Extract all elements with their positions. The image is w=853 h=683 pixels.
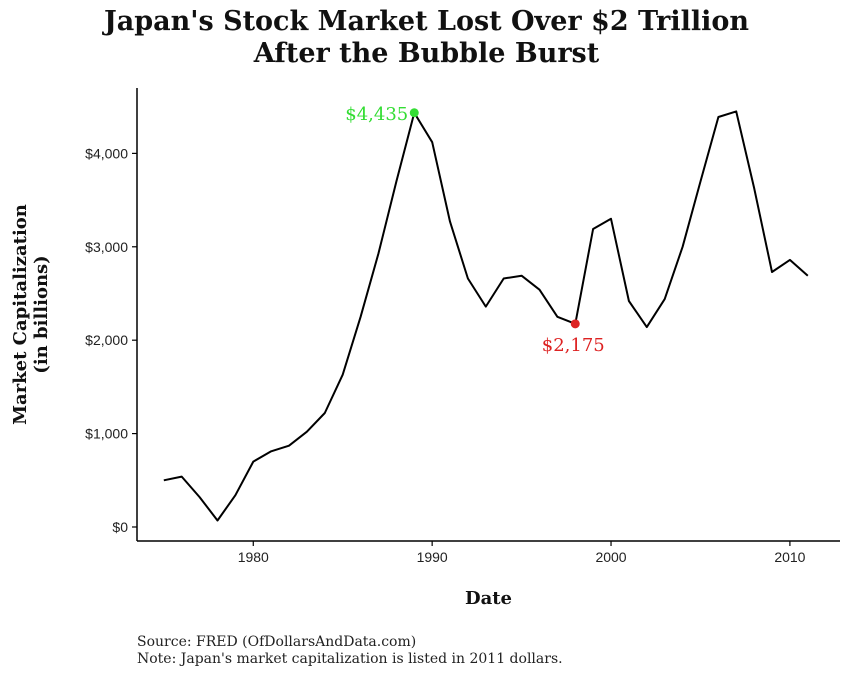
x-tick-label: 1980 (238, 549, 269, 565)
y-tick-label: $1,000 (85, 426, 128, 442)
x-axis-title: Date (465, 588, 512, 609)
y-tick-label: $0 (112, 519, 128, 535)
y-tick-label: $2,000 (85, 332, 128, 348)
y-axis-title-line-1: Market Capitalization (10, 204, 31, 425)
dollars-note: Note: Japan's market capitalization is l… (137, 651, 563, 667)
peak-point (409, 108, 419, 118)
x-tick-label: 2000 (595, 549, 626, 565)
chart-title-line-1: Japan's Stock Market Lost Over $2 Trilli… (103, 6, 750, 37)
peak-label: $4,435 (345, 104, 408, 125)
annotations: $4,435 $2,175 (345, 104, 604, 356)
market-cap-line (163, 110, 809, 522)
y-tick-label: $3,000 (85, 239, 128, 255)
axes: $0 $1,000 $2,000 $3,000 $4,000 1980 1990 2000 20… (10, 88, 840, 609)
series-group (163, 110, 809, 522)
x-tick-label: 2010 (774, 549, 805, 565)
y-axis-title-line-2: (in billions) (31, 255, 52, 373)
trough-point (570, 319, 580, 329)
chart-title-line-2: After the Bubble Burst (253, 38, 600, 69)
source-note: Source: FRED (OfDollarsAndData.com) (137, 634, 417, 650)
trough-label: $2,175 (542, 335, 605, 356)
y-tick-label: $4,000 (85, 145, 128, 161)
x-tick-label: 1990 (417, 549, 448, 565)
